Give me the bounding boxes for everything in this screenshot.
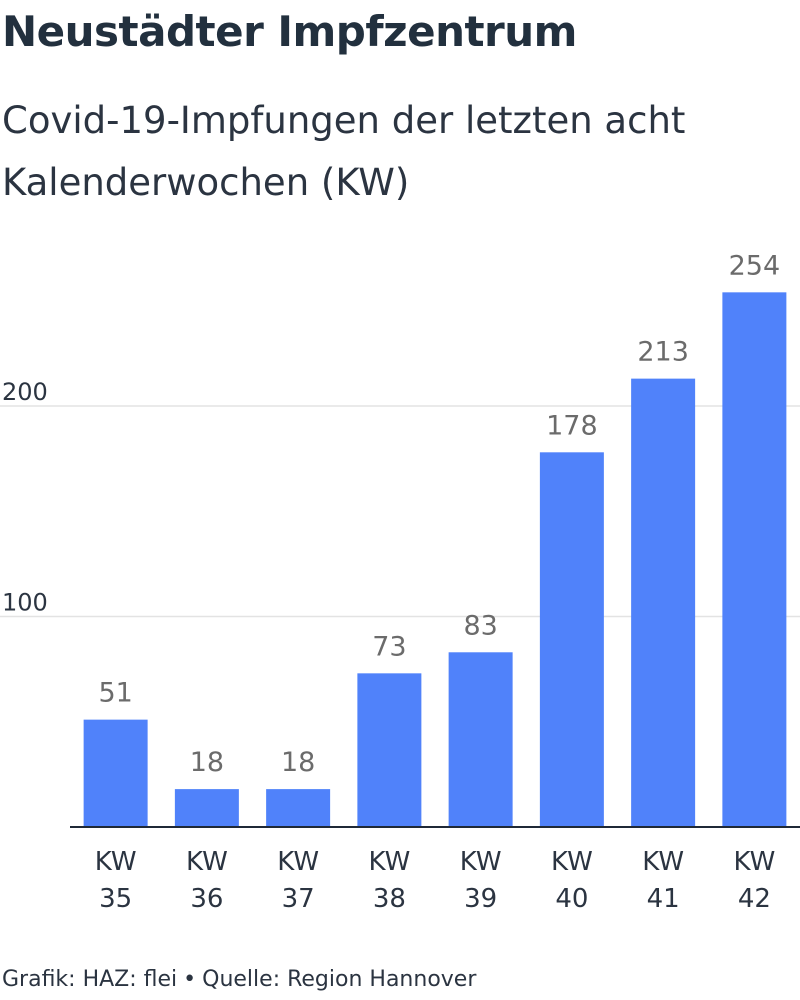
bar [266, 789, 331, 827]
bar [722, 292, 787, 828]
data-label: 254 [729, 250, 781, 281]
data-label: 83 [463, 610, 497, 641]
bar [448, 652, 513, 827]
x-tick-label: 42 [738, 884, 771, 914]
x-tick-label: KW [733, 847, 775, 877]
x-tick-label: KW [368, 847, 410, 877]
x-tick-label: 38 [373, 884, 406, 914]
data-labels: 51 18 18 73 83 178 213 254 [98, 250, 780, 778]
x-tick-label: 37 [282, 884, 315, 914]
chart-subtitle: Covid-19-Impfungen der letzten acht Kale… [2, 99, 686, 204]
bar [539, 452, 604, 827]
footer-separator: • [183, 967, 197, 992]
chart-title: Neustädter Impfzentrum [2, 7, 577, 56]
data-label: 18 [190, 747, 224, 778]
x-tick-label: KW [551, 847, 593, 877]
x-tick-label: KW [277, 847, 319, 877]
data-label: 213 [637, 337, 689, 368]
bar [631, 378, 696, 827]
footer-source: Quelle: Region Hannover [202, 967, 477, 992]
x-tick-label: KW [460, 847, 502, 877]
x-tick-label: 41 [647, 884, 680, 914]
data-label: 73 [372, 631, 406, 662]
footer-credit: Grafik: HAZ: flei [2, 967, 178, 992]
x-tick-label: 39 [464, 884, 497, 914]
data-label: 178 [546, 410, 598, 441]
y-tick-label: 200 [2, 378, 48, 406]
bars [83, 292, 787, 828]
bar [174, 789, 239, 827]
y-tick-label: 100 [2, 589, 48, 617]
data-label: 18 [281, 747, 315, 778]
x-axis-tick-labels: KW 35 KW 36 KW 37 KW 38 KW 39 KW 40 KW 41 KW 42 [95, 847, 776, 914]
x-tick-label: KW [186, 847, 228, 877]
data-label: 51 [98, 678, 132, 709]
x-tick-label: KW [642, 847, 684, 877]
y-axis-tick-labels: 100 200 [2, 378, 48, 617]
footer: Grafik: HAZ: flei • Quelle: Region Hannove… [2, 962, 476, 998]
x-tick-label: KW [95, 847, 137, 877]
x-tick-label: 35 [99, 884, 132, 914]
x-tick-label: 36 [190, 884, 223, 914]
x-tick-label: 40 [555, 884, 588, 914]
bar [83, 719, 148, 827]
bar [357, 673, 422, 827]
